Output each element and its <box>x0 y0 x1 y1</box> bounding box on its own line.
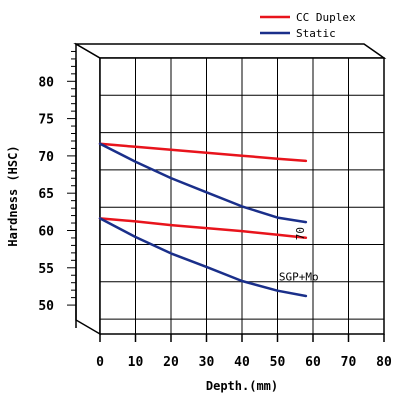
x-tick-label-30: 30 <box>199 355 215 370</box>
annotation-sgp-mo: SGP+Mo <box>279 270 319 283</box>
grid-lines <box>100 58 384 334</box>
y-tick-label-70: 70 <box>38 150 54 165</box>
x-tick-label-20: 20 <box>163 355 179 370</box>
plot-box-left-wall <box>75 42 101 336</box>
series-line-static-sgp-mo <box>98 217 308 298</box>
series-line-static-70 <box>98 142 308 224</box>
series-line-cc-duplex-70 <box>98 142 308 163</box>
y-tick-label-50: 50 <box>38 299 54 314</box>
y-tick-label-65: 65 <box>38 187 54 202</box>
legend: CC Duplex Static <box>260 11 356 40</box>
y-tick-label-75: 75 <box>38 113 54 128</box>
legend-label-cc-duplex: CC Duplex <box>296 11 356 24</box>
plot-box-top-face <box>73 43 387 59</box>
axes: 50 55 60 65 70 75 80 0 10 20 30 40 50 60 70 80 <box>38 50 392 370</box>
x-tick-label-50: 50 <box>270 355 286 370</box>
y-tick-label-60: 60 <box>38 224 54 239</box>
x-tick-label-80: 80 <box>376 355 392 370</box>
y-axis-label: Hardness (HSC) <box>6 145 20 246</box>
plot-box <box>73 42 387 336</box>
annotations: 70 SGP+Mo <box>279 227 319 283</box>
x-axis-label: Depth.(mm) <box>206 379 278 393</box>
y-tick-label-80: 80 <box>38 75 54 90</box>
y-tick-label-55: 55 <box>38 262 54 277</box>
series-line-cc-duplex-sgp-mo <box>98 217 308 240</box>
x-tick-label-40: 40 <box>234 355 250 370</box>
series-lines <box>98 142 308 298</box>
legend-label-static: Static <box>296 27 336 40</box>
annotation-70: 70 <box>294 227 307 240</box>
x-tick-label-60: 60 <box>305 355 321 370</box>
x-tick-label-70: 70 <box>341 355 357 370</box>
x-tick-label-0: 0 <box>96 355 104 370</box>
x-tick-label-10: 10 <box>128 355 144 370</box>
